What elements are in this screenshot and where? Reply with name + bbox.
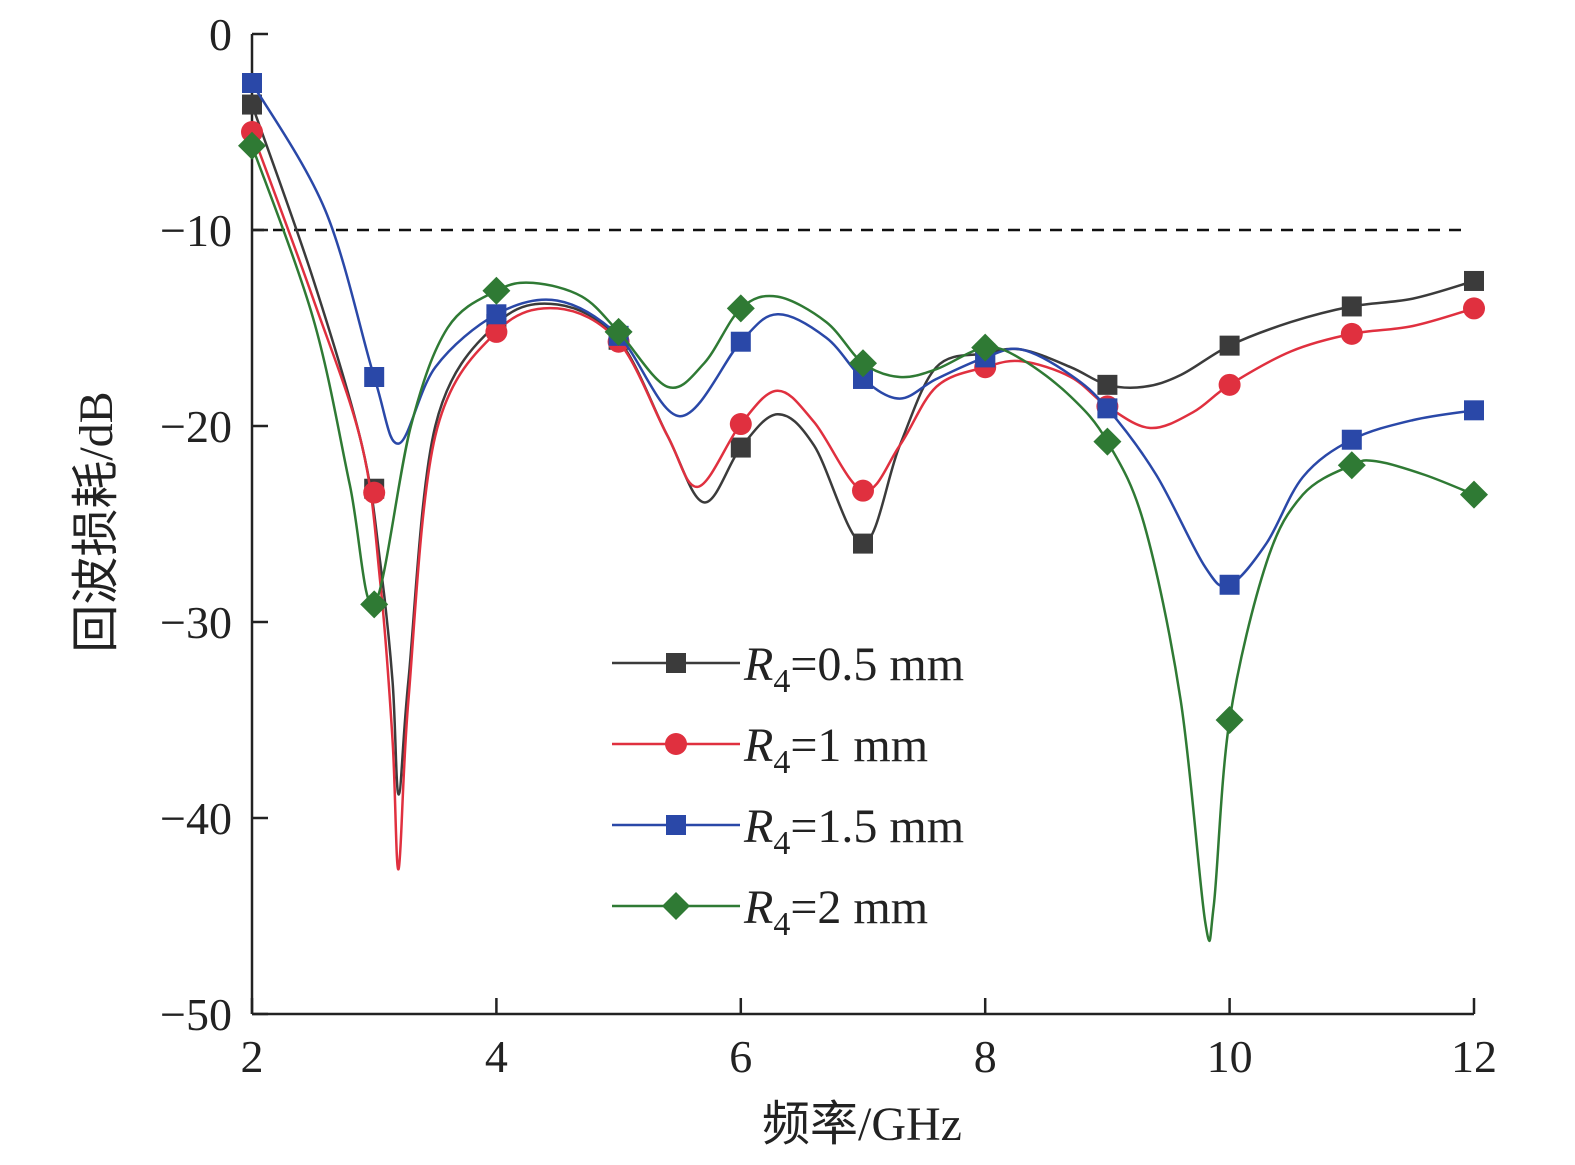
data-point [852,479,874,502]
data-point [1341,296,1362,317]
legend-marker [666,815,686,835]
data-point [1093,427,1122,456]
data-point [1464,270,1484,291]
data-point [363,481,386,504]
legend-marker [665,733,687,755]
legend-label: R4=1 mm [743,719,928,781]
legend-item: R4=2 mm [612,881,928,943]
legend-marker [666,653,686,673]
x-tick-label: 10 [1207,1031,1253,1082]
x-tick-label: 2 [241,1031,264,1082]
data-point [1337,451,1366,480]
data-point [604,317,633,346]
data-point [238,131,266,160]
data-point [482,276,511,305]
series-line [250,131,1475,871]
legend-item: R4=0.5 mm [612,638,964,700]
series-3 [242,73,1484,595]
legend-item: R4=1 mm [612,719,928,781]
data-point [971,333,1000,362]
data-point [1219,574,1240,595]
data-point [1218,373,1241,396]
data-point [853,533,873,554]
data-point [1460,480,1488,509]
series-line [250,104,1475,796]
series-line [250,145,1475,943]
y-tick-label: −10 [160,205,232,256]
x-tick-label: 8 [974,1031,997,1082]
data-point [730,331,751,352]
data-point [360,590,389,619]
y-axis-title: 回波损耗/dB [70,391,123,652]
data-point [1463,297,1485,320]
data-point [1215,706,1244,734]
data-point [730,437,751,458]
data-point [849,349,877,378]
data-point [486,304,507,325]
y-tick-label: −40 [160,793,232,844]
y-tick-label: −50 [160,989,232,1040]
legend-label: R4=1.5 mm [743,800,964,862]
data-point [1097,374,1118,395]
legend-label: R4=2 mm [743,881,928,943]
x-tick-label: 4 [485,1031,508,1082]
x-tick-label: 12 [1451,1031,1497,1082]
data-point [729,413,752,436]
series-4 [238,131,1488,943]
x-tick-label: 6 [729,1031,752,1082]
legend-label: R4=0.5 mm [743,638,964,700]
legend-item: R4=1.5 mm [612,800,964,862]
x-axis-title: 频率/GHz [762,1098,962,1151]
data-point [853,368,873,389]
legend-marker [662,892,690,920]
legend: R4=0.5 mm R4=1 mm R4=1.5 mm R4=2 mm [612,638,964,943]
data-point [364,367,385,387]
data-point [1097,398,1118,419]
data-point [242,94,262,115]
data-point [1219,335,1240,356]
y-tick-label: −20 [160,401,232,452]
y-tick-label: −30 [160,597,232,648]
y-tick-label: 0 [209,9,232,60]
data-point [726,294,755,323]
data-point [1341,429,1362,450]
data-point [1464,400,1484,421]
data-point [485,320,508,343]
data-point [1340,322,1363,345]
data-point [242,73,262,93]
